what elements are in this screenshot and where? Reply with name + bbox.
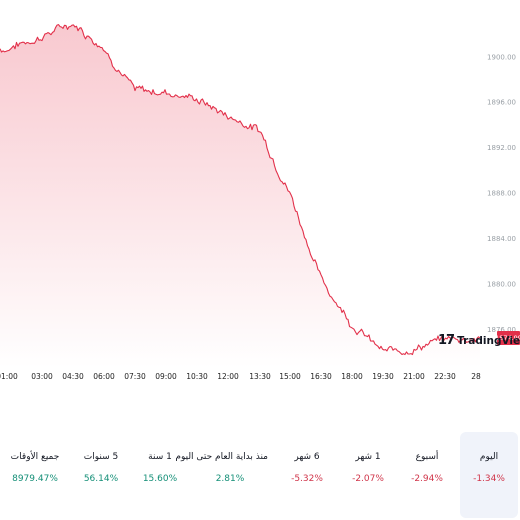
y-axis-tick-label: 1892.00 (487, 144, 516, 152)
x-axis-tick-label: 15:00 (279, 372, 301, 380)
performance-periods: اليوم -1.34% أسبوع -2.94% 1 شهر -2.07% 6 شهر -5… (0, 432, 520, 520)
x-axis-tick-label: 12:00 (217, 372, 239, 380)
current-price-tag: 1874.99 (495, 331, 520, 346)
x-axis-tick-label: 18:00 (341, 372, 363, 380)
period-change-value: 15.60% (142, 474, 178, 484)
performance-period-2[interactable]: 1 شهر -2.07% (339, 432, 397, 518)
period-label: 1 سنة (148, 452, 172, 462)
y-axis-tick-label: 1880.00 (487, 280, 516, 288)
x-axis-tick-label: 16:30 (310, 372, 332, 380)
period-change-value: 56.14% (83, 474, 119, 484)
period-change-value: -1.34% (473, 474, 505, 484)
period-label: 5 سنوات (83, 452, 119, 462)
y-axis-tick-label: 1876.00 (487, 326, 516, 334)
performance-period-1[interactable]: أسبوع -2.94% (398, 432, 456, 518)
y-axis-tick-label: 1884.00 (487, 235, 516, 243)
x-axis-tick-label: 13:30 (249, 372, 271, 380)
x-axis-tick-label: 07:30 (124, 372, 146, 380)
tradingview-logo[interactable]: 17 TradingView (438, 333, 520, 348)
period-label: منذ بداية العام حتى اليوم (175, 452, 268, 462)
x-axis-tick-label: 04:30 (62, 372, 84, 380)
period-label: جميع الأوقات (10, 452, 60, 462)
period-label: 6 شهر (294, 452, 320, 462)
performance-period-0[interactable]: اليوم -1.34% (460, 432, 518, 518)
performance-period-3[interactable]: 6 شهر -5.32% (278, 432, 336, 518)
tradingview-logo-icon: 17 (438, 333, 455, 348)
y-axis-tick-label: 1888.00 (487, 190, 516, 198)
period-label: اليوم (479, 452, 499, 462)
period-label: أسبوع (415, 452, 439, 462)
performance-period-4[interactable]: منذ بداية العام حتى اليوم 2.81% (175, 432, 268, 518)
x-axis-tick-label: 10:30 (186, 372, 208, 380)
period-change-value: -2.07% (352, 474, 384, 484)
price-chart[interactable]: 1900.00 1896.00 1892.00 1888.00 1884.00 1880.… (0, 0, 520, 380)
price-area-fill (0, 24, 480, 368)
x-axis-tick-label: 09:00 (155, 372, 177, 380)
period-change-value: 8979.47% (12, 474, 58, 484)
x-axis-tick-label: 06:00 (93, 372, 115, 380)
price-series-line (0, 24, 481, 356)
performance-period-5[interactable]: 1 سنة 15.60% (131, 432, 189, 518)
performance-period-6[interactable]: 5 سنوات 56.14% (72, 432, 130, 518)
x-axis-tick-label: 01:00 (0, 372, 18, 380)
period-change-value: -5.32% (291, 474, 323, 484)
x-axis-tick-label: 03:00 (31, 372, 53, 380)
period-change-value: 2.81% (215, 474, 245, 484)
x-axis-tick-label: 28 (471, 372, 481, 380)
x-axis-tick-label: 19:30 (372, 372, 394, 380)
chart-svg: 1900.00 1896.00 1892.00 1888.00 1884.00 1880.… (0, 24, 516, 380)
period-label: 1 شهر (355, 452, 381, 462)
x-axis-tick-label: 22:30 (434, 372, 456, 380)
y-axis-tick-label: 1900.00 (487, 53, 516, 61)
x-axis-tick-label: 21:00 (403, 372, 425, 380)
y-axis-tick-label: 1896.00 (487, 99, 516, 107)
period-change-value: -2.94% (411, 474, 443, 484)
performance-period-7[interactable]: جميع الأوقات 8979.47% (4, 432, 66, 518)
tradingview-logo-text: TradingView (457, 334, 520, 347)
